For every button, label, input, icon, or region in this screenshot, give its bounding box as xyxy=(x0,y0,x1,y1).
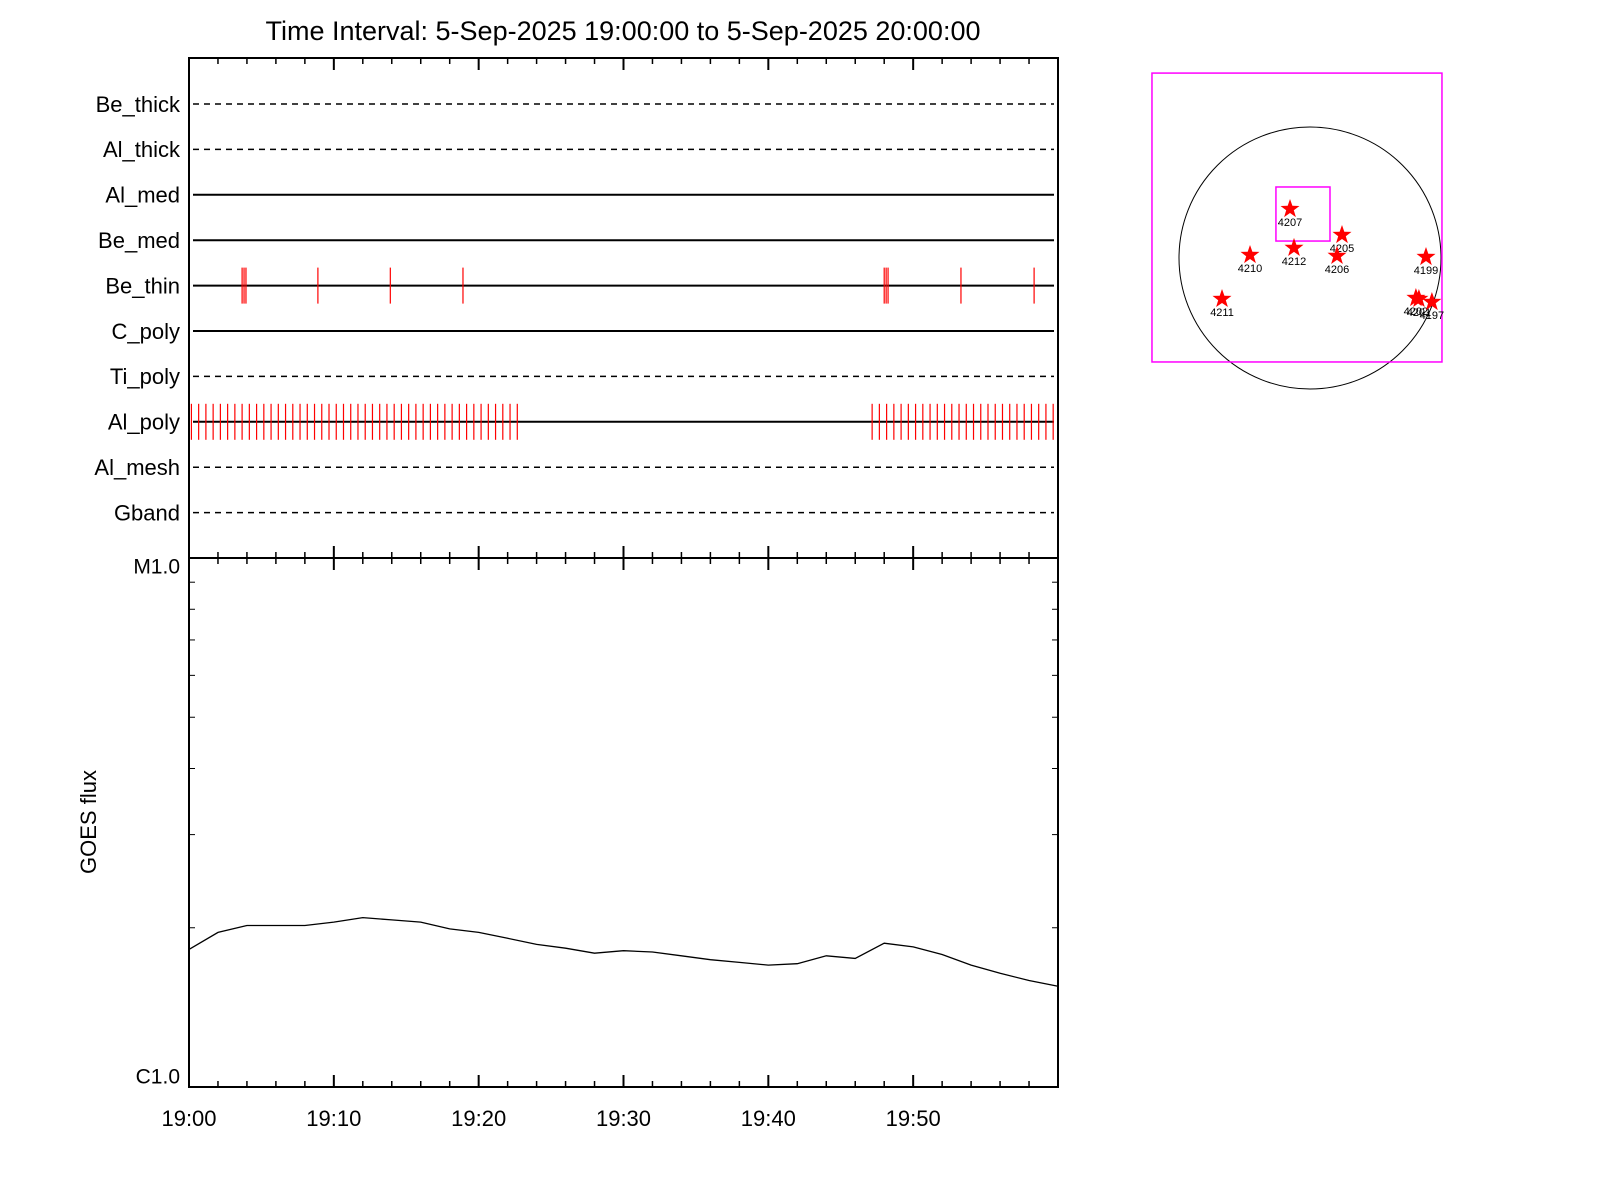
region-label: 4202 xyxy=(1404,306,1428,318)
filter-label: Be_thick xyxy=(96,92,181,117)
region-label: 4212 xyxy=(1282,256,1306,268)
region-label: 4199 xyxy=(1414,265,1438,277)
filter-label: Al_mesh xyxy=(94,455,180,480)
region-marker xyxy=(1280,199,1300,218)
region-label: 4210 xyxy=(1238,263,1262,275)
field-of-view xyxy=(1275,186,1331,242)
goes-frame xyxy=(188,557,1059,1088)
x-tick-label: 19:50 xyxy=(886,1106,941,1131)
region-label: 4197 xyxy=(1420,310,1444,322)
x-tick-label: 19:40 xyxy=(741,1106,796,1131)
region-marker xyxy=(1409,289,1429,307)
region-marker xyxy=(1422,292,1442,311)
x-tick-label: 19:10 xyxy=(306,1106,361,1131)
filter-label: Be_thin xyxy=(105,273,180,298)
region-marker xyxy=(1212,289,1232,307)
title: Time Interval: 5-Sep-2025 19:00:00 to 5-… xyxy=(266,16,981,46)
region-label: 4211 xyxy=(1210,307,1234,319)
goes-flux-line xyxy=(188,916,1059,987)
x-tick-label: 19:00 xyxy=(161,1106,216,1131)
region-marker xyxy=(1327,245,1347,264)
region-marker xyxy=(1240,245,1260,264)
filter-label: Al_med xyxy=(105,183,180,208)
y-tick-label: M1.0 xyxy=(133,556,180,579)
filter-label: Al_poly xyxy=(108,410,180,435)
y-axis-label: GOES flux xyxy=(76,770,101,874)
solar-limb xyxy=(1178,126,1442,390)
timeline-frame xyxy=(188,57,1059,559)
y-tick-label: C1.0 xyxy=(136,1066,180,1089)
region-label: 4206 xyxy=(1325,264,1349,276)
filter-label: C_poly xyxy=(112,319,180,344)
filter-label: Be_med xyxy=(98,228,180,253)
x-tick-label: 19:20 xyxy=(451,1106,506,1131)
region-label: 4207 xyxy=(1278,217,1302,229)
x-tick-label: 19:30 xyxy=(596,1106,651,1131)
region-marker xyxy=(1416,247,1436,266)
field-of-view xyxy=(1151,72,1443,363)
filter-label: Ti_poly xyxy=(110,364,180,389)
region-marker xyxy=(1284,237,1304,256)
region-label: 4201 xyxy=(1407,307,1431,319)
filter-label: Al_thick xyxy=(103,137,181,162)
region-marker xyxy=(1332,225,1352,244)
filter-label: Gband xyxy=(114,500,180,525)
